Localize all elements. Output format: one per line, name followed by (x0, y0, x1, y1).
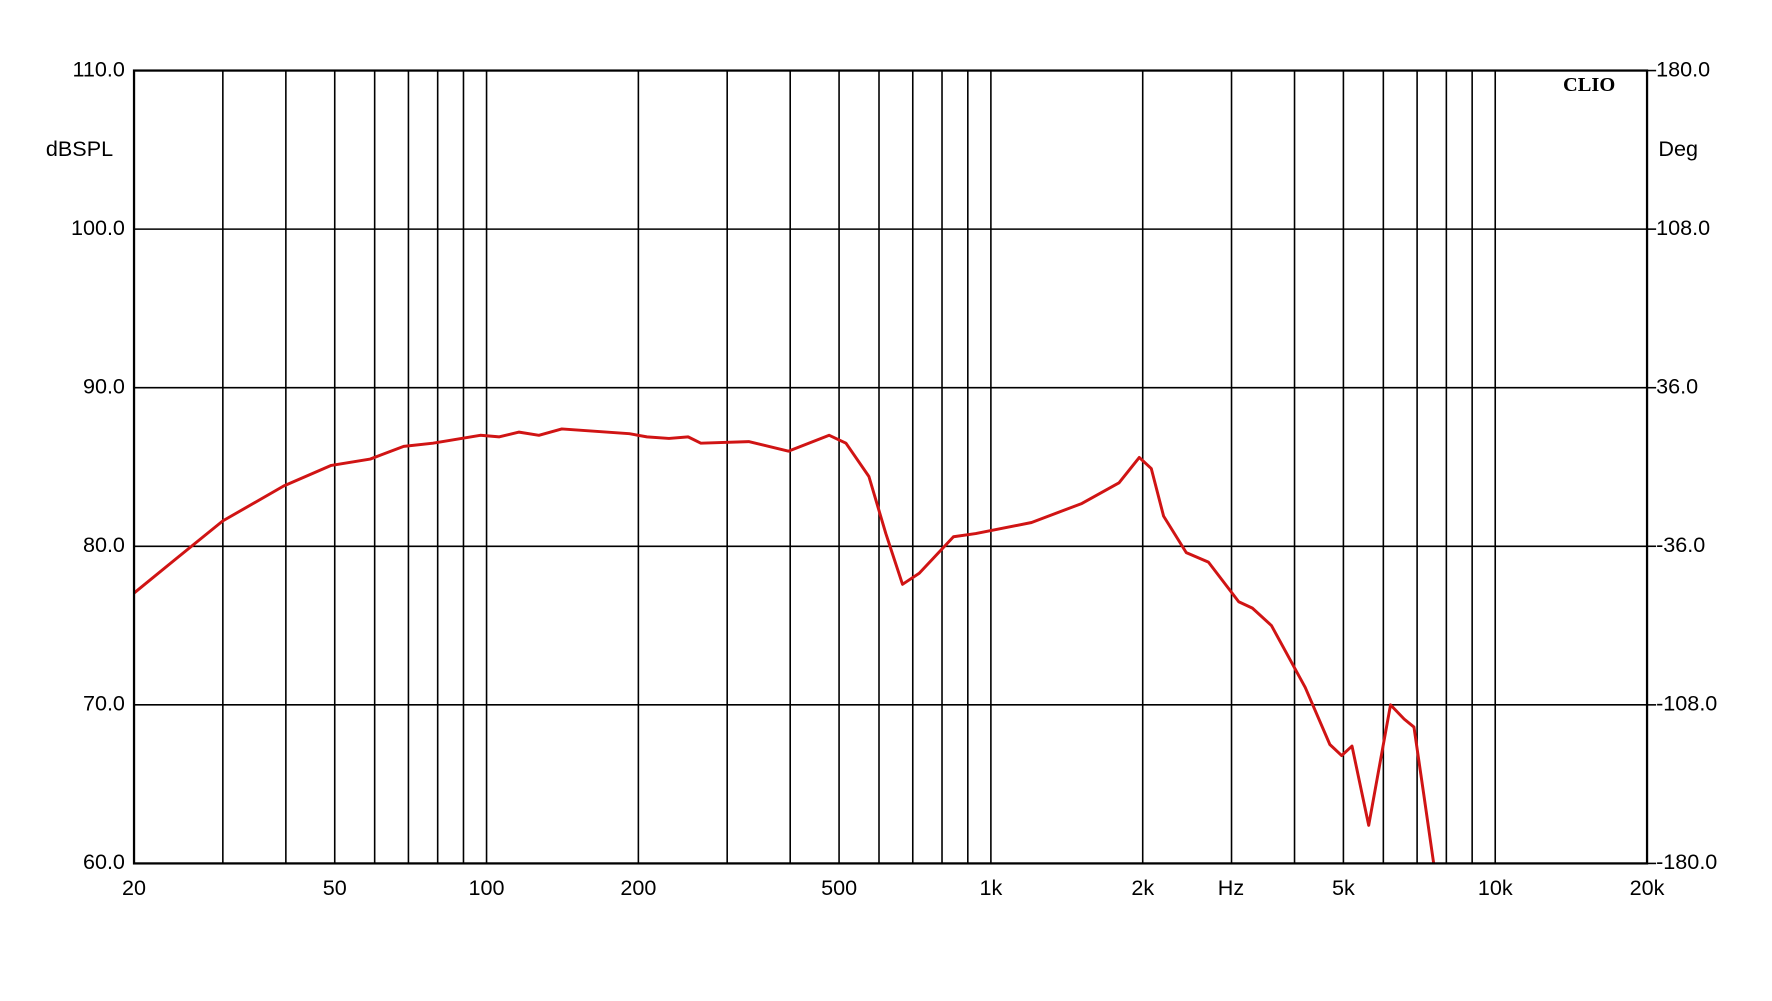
y2-tick-label: 36.0 (1656, 373, 1698, 398)
data-line (133, 427, 1436, 864)
brand-logo: CLIO (1563, 74, 1615, 96)
y-tick-label: 90.0 (83, 373, 125, 398)
x-tick-label: 5k (1332, 875, 1355, 900)
grid (133, 69, 1657, 865)
x-tick-label: 500 (821, 875, 857, 900)
x-tick-label: 100 (469, 875, 505, 900)
y2-axis-label: Deg (1658, 136, 1698, 161)
x-tick-label: 50 (323, 875, 347, 900)
y-axis-label: dBSPL (46, 136, 113, 161)
x-tick-label: 1k (979, 875, 1002, 900)
y-tick-label: 100.0 (71, 215, 125, 240)
y2-tick-label: -180.0 (1656, 849, 1717, 874)
x-tick-label: 20k (1630, 875, 1665, 900)
y-tick-label: 110.0 (73, 56, 125, 81)
plot-frame (132, 69, 1649, 865)
x-tick-label: 2k (1131, 875, 1154, 900)
labels: 110.0 100.0 90.0 80.0 70.0 60.0 180.0 108.0 36.0… (71, 56, 1717, 900)
y2-tick-label: -108.0 (1656, 691, 1717, 716)
x-tick-label: 10k (1478, 875, 1513, 900)
x-axis-label: Hz (1218, 875, 1244, 900)
y2-tick-label: 108.0 (1656, 215, 1710, 240)
x-tick-label: 200 (620, 875, 656, 900)
x-tick-label: 20 (122, 875, 146, 900)
y-tick-label: 70.0 (83, 691, 125, 716)
y-tick-label: 60.0 (83, 849, 125, 874)
y-tick-label: 80.0 (83, 532, 125, 557)
plot-area (133, 427, 1436, 864)
y2-tick-label: -36.0 (1656, 532, 1705, 557)
y2-tick-label: 180.0 (1656, 56, 1710, 81)
